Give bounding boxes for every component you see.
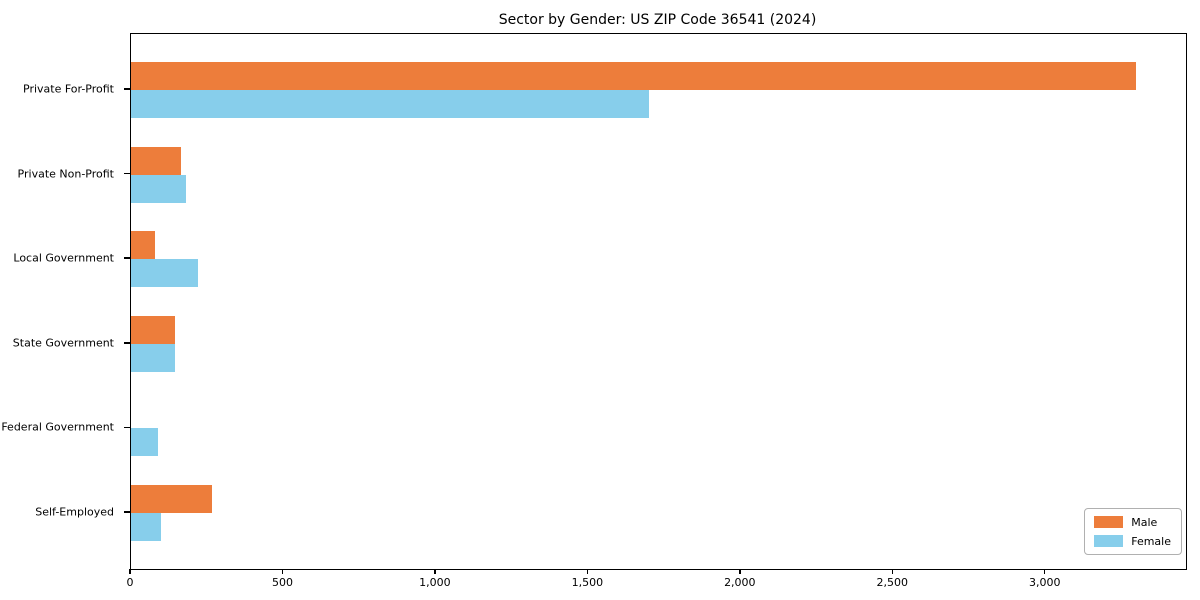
- legend: Male Female: [1084, 508, 1182, 555]
- legend-item-male: Male: [1094, 516, 1171, 528]
- bar-male: [131, 62, 1136, 90]
- y-tick-mark: [124, 88, 130, 90]
- x-tick-mark: [586, 569, 589, 574]
- bar-male: [131, 485, 212, 513]
- x-tick-mark: [129, 569, 131, 574]
- x-tick-mark: [434, 569, 436, 574]
- bar-female: [131, 90, 650, 118]
- bar-female: [131, 174, 186, 203]
- y-tick-mark: [124, 172, 130, 175]
- category-label: Local Government: [13, 251, 114, 265]
- y-tick-mark: [124, 511, 130, 513]
- x-tick-mark: [891, 569, 894, 574]
- plot-area: Male Female: [130, 33, 1187, 570]
- y-tick-mark: [124, 257, 130, 259]
- bar-female: [131, 513, 162, 541]
- bar-female: [131, 343, 176, 372]
- x-tick-mark: [739, 569, 741, 574]
- bar-male: [131, 146, 182, 175]
- bar-male: [131, 231, 156, 260]
- bar-female: [131, 259, 199, 288]
- x-tick-label: 2,500: [876, 576, 909, 589]
- category-label: State Government: [12, 336, 114, 350]
- legend-swatch-female: [1094, 535, 1124, 547]
- x-tick-mark: [281, 569, 284, 574]
- category-label: Self-Employed: [35, 505, 114, 519]
- x-tick-label: 2,000: [724, 576, 756, 589]
- category-label: Private For-Profit: [23, 82, 114, 96]
- x-tick-label: 3,000: [1028, 576, 1061, 589]
- legend-swatch-male: [1094, 516, 1124, 528]
- x-tick-label: 0: [126, 576, 134, 589]
- category-label: Private Non-Profit: [17, 167, 114, 181]
- x-tick-label: 1,000: [419, 576, 451, 589]
- legend-label-female: Female: [1131, 534, 1171, 548]
- legend-label-male: Male: [1131, 515, 1158, 529]
- category-label: Federal Government: [1, 420, 114, 434]
- y-tick-mark: [124, 426, 130, 429]
- y-axis-labels: Private For-Profit Private Non-Profit Loca…: [0, 0, 122, 600]
- x-tick-label: 500: [271, 576, 293, 589]
- legend-item-female: Female: [1094, 535, 1171, 547]
- chart-title: Sector by Gender: US ZIP Code 36541 (202…: [498, 12, 817, 28]
- bar-female: [131, 428, 159, 457]
- y-tick-mark: [124, 342, 130, 344]
- x-tick-mark: [1043, 569, 1046, 574]
- bar-male: [131, 315, 176, 344]
- x-tick-label: 1,500: [571, 576, 604, 589]
